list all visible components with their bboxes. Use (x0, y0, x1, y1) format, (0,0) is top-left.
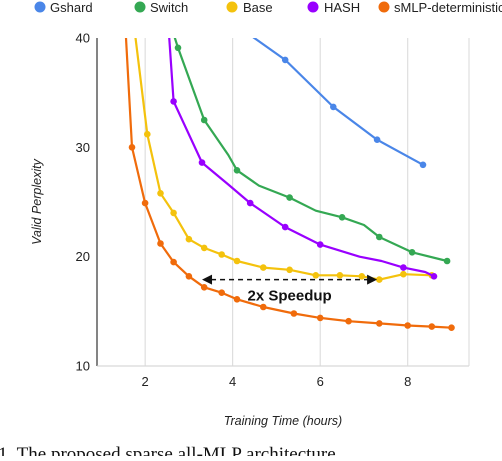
data-point-hash (170, 98, 177, 105)
legend-swatch (135, 2, 146, 13)
legend-label: sMLP-deterministic (394, 0, 502, 15)
data-point-switch (286, 194, 293, 201)
data-point-base (170, 210, 177, 217)
data-point-gshard (374, 136, 381, 143)
data-point-base (201, 245, 208, 252)
series-line-gshard (189, 16, 423, 165)
y-tick-label: 10 (76, 359, 90, 374)
data-point-smlp-deterministic (376, 320, 383, 327)
data-point-base (260, 264, 267, 271)
y-tick-label: 30 (76, 140, 90, 155)
data-point-smlp-deterministic (345, 318, 352, 325)
data-point-base (337, 272, 344, 279)
x-tick-label: 8 (404, 374, 411, 389)
legend-swatch (227, 2, 238, 13)
data-point-base (218, 251, 225, 258)
series-line-hash (167, 5, 434, 276)
data-point-smlp-deterministic (429, 323, 436, 330)
data-point-base (234, 258, 241, 265)
data-point-gshard (282, 57, 289, 64)
data-point-switch (444, 258, 451, 265)
y-tick-label: 20 (76, 249, 90, 264)
legend-label: Switch (150, 0, 188, 15)
data-point-smlp-deterministic (404, 322, 411, 329)
data-point-smlp-deterministic (448, 324, 455, 331)
series-smlp-deterministic (125, 27, 454, 331)
x-tick-label: 4 (229, 374, 236, 389)
data-point-smlp-deterministic (234, 296, 241, 303)
legend-item-smlp-deterministic: sMLP-deterministic (379, 0, 502, 15)
data-point-base (186, 236, 193, 243)
data-point-switch (234, 167, 241, 174)
speedup-annotation: 2x Speedup (202, 275, 377, 305)
data-point-hash (199, 159, 206, 166)
series-line-switch (158, 0, 447, 261)
data-point-hash (247, 200, 254, 207)
data-point-smlp-deterministic (129, 144, 136, 151)
data-point-base (286, 267, 293, 274)
legend-label: Base (243, 0, 273, 15)
data-point-switch (409, 249, 416, 256)
legend-item-switch: Switch (135, 0, 189, 15)
tick-labels: 2 4 6 8 10 20 30 40 (76, 31, 412, 390)
data-point-smlp-deterministic (260, 304, 267, 311)
y-axis-title: Valid Perplexity (30, 158, 44, 244)
data-point-gshard (420, 162, 427, 169)
data-point-smlp-deterministic (170, 259, 177, 266)
data-point-hash (282, 224, 289, 231)
speedup-arrowhead-left (202, 275, 212, 285)
data-point-hash (400, 264, 407, 271)
legend-item-base: Base (227, 0, 273, 15)
series-gshard (189, 16, 426, 168)
series-line-smlp-deterministic (125, 27, 451, 328)
y-tick-label: 40 (76, 31, 90, 46)
data-point-smlp-deterministic (291, 310, 298, 317)
legend-label: HASH (324, 0, 360, 15)
data-point-base (144, 131, 151, 138)
data-point-smlp-deterministic (157, 240, 164, 247)
data-point-gshard (330, 104, 337, 111)
data-point-hash (317, 241, 324, 248)
data-point-smlp-deterministic (142, 200, 149, 207)
legend-swatch (379, 2, 390, 13)
data-point-switch (339, 214, 346, 221)
data-point-smlp-deterministic (218, 289, 225, 296)
legend: Gshard Switch Base HASH sMLP-deterministic (35, 0, 502, 15)
data-point-switch (201, 117, 208, 124)
x-tick-label: 2 (142, 374, 149, 389)
legend-swatch (308, 2, 319, 13)
data-point-base (313, 272, 320, 279)
data-point-switch (175, 45, 182, 52)
data-point-smlp-deterministic (186, 273, 193, 280)
grid (97, 38, 469, 366)
data-point-smlp-deterministic (201, 284, 208, 291)
series-switch (158, 0, 450, 264)
speedup-label: 2x Speedup (247, 288, 331, 305)
legend-swatch (35, 2, 46, 13)
series-base (134, 27, 435, 283)
legend-item-hash: HASH (308, 0, 361, 15)
data-point-base (157, 190, 164, 197)
data-point-base (400, 271, 407, 278)
series-layer (125, 0, 454, 331)
figure-caption: 1. The proposed sparse all-MLP architect… (0, 444, 336, 456)
legend-item-gshard: Gshard (35, 0, 93, 15)
data-point-smlp-deterministic (317, 315, 324, 322)
data-point-hash (431, 273, 438, 280)
data-point-base (359, 273, 366, 280)
legend-label: Gshard (50, 0, 93, 15)
data-point-switch (376, 234, 383, 241)
series-hash (167, 5, 437, 279)
speedup-arrowhead-right (367, 275, 377, 285)
x-tick-label: 6 (317, 374, 324, 389)
x-axis-title: Training Time (hours) (224, 414, 342, 428)
